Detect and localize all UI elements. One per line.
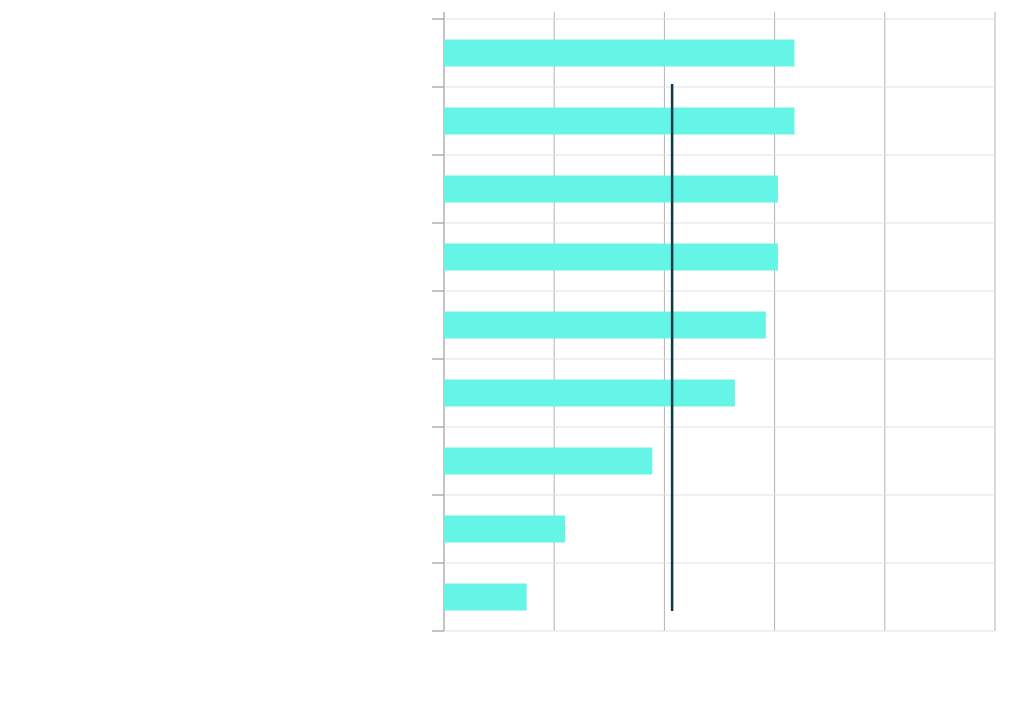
bar (444, 311, 766, 339)
bar (444, 447, 653, 475)
bar (444, 583, 527, 611)
axis-layer (432, 18, 444, 632)
bar (444, 515, 566, 543)
bar-layer (444, 39, 795, 611)
bar (444, 243, 778, 271)
grid-layer (443, 12, 996, 632)
bar (444, 107, 795, 135)
bar (444, 379, 735, 407)
bar (444, 39, 795, 67)
bar (444, 175, 778, 203)
